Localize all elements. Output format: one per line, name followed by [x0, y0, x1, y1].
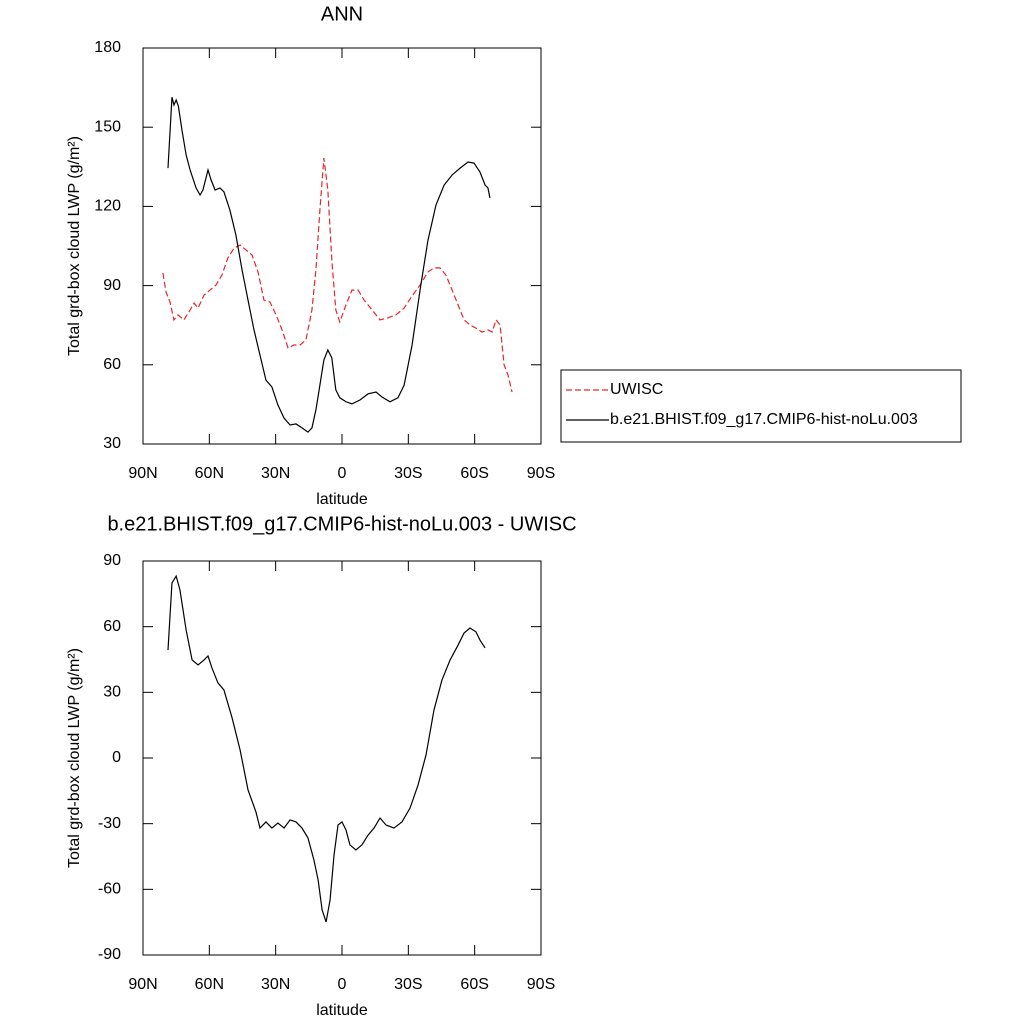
plot-title: b.e21.BHIST.f09_g17.CMIP6-hist-noLu.003 …	[107, 513, 576, 535]
legend-label: UWISC	[610, 381, 663, 398]
y-tick-label: 90	[103, 277, 121, 294]
y-tick-label: 60	[103, 618, 121, 635]
y-tick-label: 90	[103, 552, 121, 569]
y-axis-label: Total grd-box cloud LWP (g/m²)	[66, 136, 83, 356]
x-tick-label: 30N	[261, 465, 290, 482]
plot: ANN latitude Total grd-box cloud LWP (g/m²…	[66, 3, 962, 508]
legend-box	[560, 369, 962, 443]
x-tick-label: 30S	[394, 465, 422, 482]
y-tick-label: 30	[103, 435, 121, 452]
x-tick-label: 90S	[527, 976, 555, 993]
y-tick-label: 30	[103, 684, 121, 701]
y-axis-label: Total grd-box cloud LWP (g/m²)	[66, 648, 83, 868]
x-axis-label: latitude	[316, 1002, 368, 1019]
x-tick-label: 60N	[195, 465, 224, 482]
data-line	[167, 574, 486, 923]
legend: UWISC b.e21.BHIST.f09_g17.CMIP6-hist-noLu…	[560, 369, 962, 443]
y-tick-label: 180	[94, 39, 121, 56]
axis-frame	[142, 560, 542, 956]
x-tick-label: 90S	[527, 465, 555, 482]
y-tick-label: 120	[94, 198, 121, 215]
x-tick-label: 30N	[261, 976, 290, 993]
data-line	[167, 96, 491, 433]
x-tick-label: 60N	[195, 976, 224, 993]
legend-label: b.e21.BHIST.f09_g17.CMIP6-hist-noLu.003	[610, 411, 918, 428]
plot: b.e21.BHIST.f09_g17.CMIP6-hist-noLu.003 …	[66, 513, 576, 1019]
y-tick-label: -30	[98, 815, 121, 832]
x-tick-label: 60S	[460, 976, 488, 993]
x-axis-label: latitude	[316, 491, 368, 508]
y-tick-label: -90	[98, 946, 121, 963]
axis-frame	[142, 47, 542, 445]
y-tick-label: 0	[112, 749, 121, 766]
x-tick-label: 90N	[128, 465, 157, 482]
x-tick-label: 0	[338, 465, 347, 482]
data-line	[162, 158, 513, 393]
x-tick-label: 0	[338, 976, 347, 993]
x-tick-label: 60S	[460, 465, 488, 482]
y-tick-label: -60	[98, 881, 121, 898]
plot-title: ANN	[321, 3, 363, 25]
y-tick-label: 150	[94, 118, 121, 135]
x-tick-label: 90N	[128, 976, 157, 993]
x-tick-label: 30S	[394, 976, 422, 993]
y-tick-label: 60	[103, 356, 121, 373]
